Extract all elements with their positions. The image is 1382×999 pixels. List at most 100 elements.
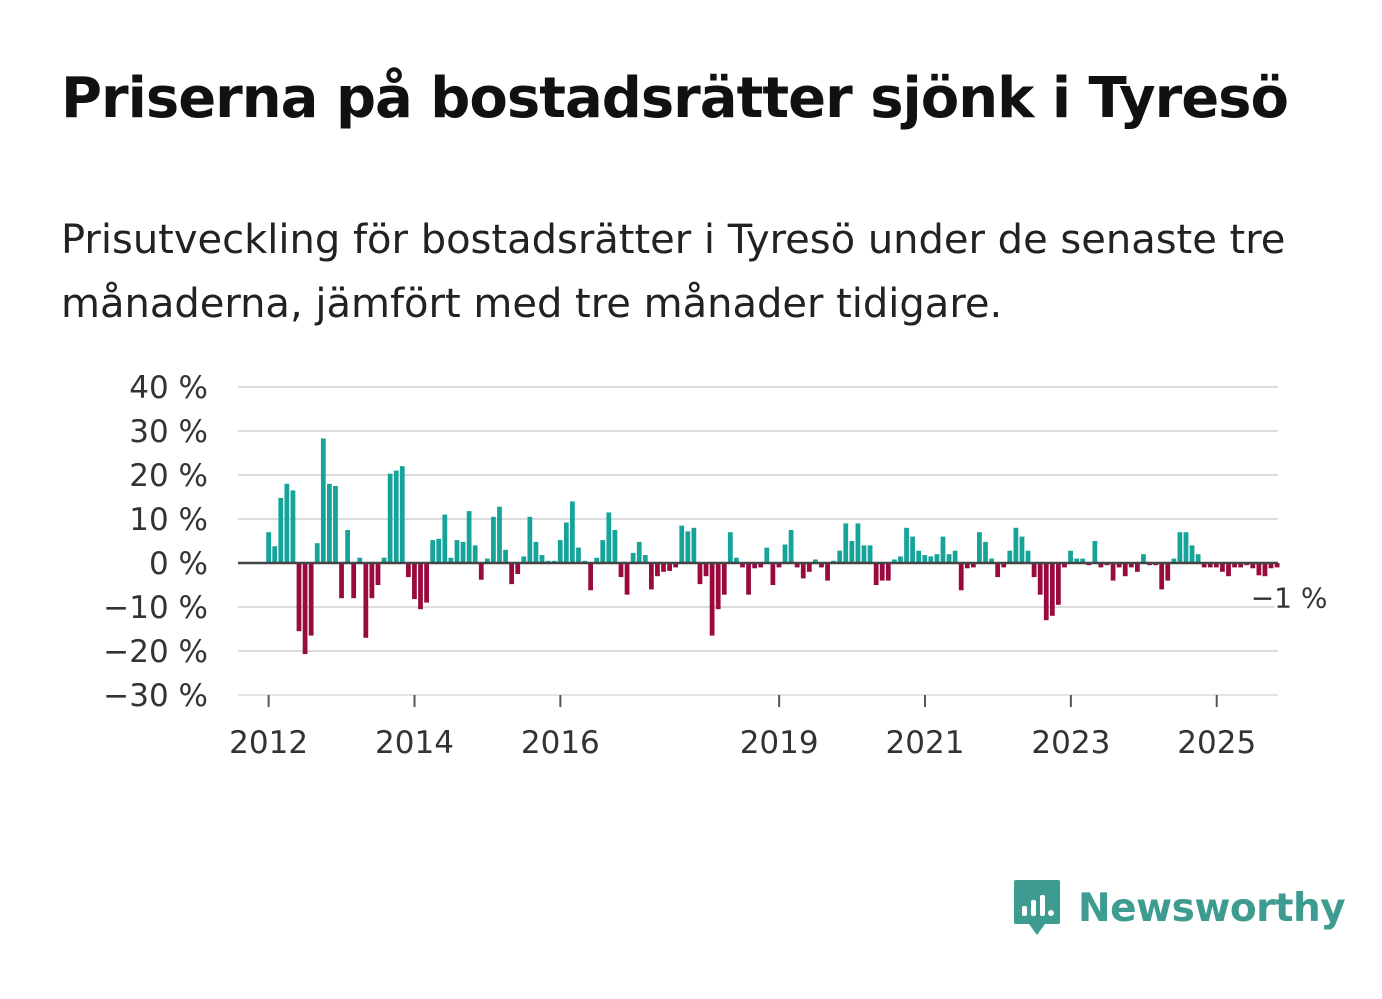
bar bbox=[1250, 563, 1256, 569]
bar bbox=[454, 540, 460, 563]
bar bbox=[1207, 563, 1213, 568]
bar bbox=[624, 563, 630, 595]
y-tick-label: 20 % bbox=[129, 458, 208, 494]
bar bbox=[326, 483, 332, 563]
bar bbox=[484, 558, 490, 563]
newsworthy-logo: Newsworthy bbox=[1012, 878, 1346, 938]
bar bbox=[661, 563, 666, 572]
bar bbox=[1238, 563, 1244, 568]
brand-name: Newsworthy bbox=[1078, 885, 1346, 931]
bar bbox=[922, 555, 928, 563]
bar bbox=[916, 550, 922, 563]
bar bbox=[1056, 563, 1061, 605]
bar bbox=[399, 466, 405, 563]
bar bbox=[776, 563, 782, 568]
bar bbox=[509, 563, 515, 585]
bar bbox=[1122, 563, 1128, 577]
bar bbox=[588, 563, 594, 591]
bar bbox=[861, 545, 867, 563]
bar bbox=[527, 516, 533, 563]
bar bbox=[618, 563, 624, 578]
bar bbox=[1062, 563, 1067, 568]
bar bbox=[369, 563, 375, 599]
bar bbox=[636, 541, 642, 563]
bar bbox=[442, 514, 448, 563]
bar bbox=[491, 516, 496, 563]
bar bbox=[497, 506, 502, 563]
x-tick-label: 2016 bbox=[521, 725, 600, 761]
bar bbox=[333, 486, 338, 563]
bar bbox=[946, 554, 952, 563]
labels: 40 % 30 % 20 % 10 % 0 % −10 % −20 % −30 % 2012 20… bbox=[103, 370, 1330, 761]
bar bbox=[606, 512, 612, 563]
bar bbox=[1268, 563, 1274, 569]
bar bbox=[284, 483, 290, 563]
bar bbox=[746, 563, 751, 595]
bar bbox=[296, 563, 302, 632]
bar bbox=[1098, 563, 1104, 568]
bar bbox=[1274, 563, 1280, 568]
bar bbox=[424, 563, 429, 603]
x-tick-label: 2019 bbox=[740, 725, 819, 761]
bar bbox=[594, 557, 600, 563]
bar bbox=[703, 563, 709, 577]
bar bbox=[837, 550, 843, 563]
bar bbox=[308, 563, 314, 636]
bar bbox=[873, 563, 879, 585]
bar bbox=[940, 536, 946, 563]
bar bbox=[825, 563, 830, 581]
bar bbox=[405, 563, 411, 578]
bar bbox=[1183, 532, 1189, 563]
bar bbox=[387, 473, 393, 563]
y-tick-label: −30 % bbox=[103, 678, 208, 714]
bar bbox=[351, 563, 357, 599]
last-value-annotation: −1 % bbox=[1251, 581, 1328, 614]
bar bbox=[1226, 563, 1231, 577]
bar bbox=[800, 563, 806, 579]
bar bbox=[1171, 558, 1177, 563]
bar bbox=[794, 563, 800, 568]
bar bbox=[770, 563, 776, 585]
y-tick-label: 0 % bbox=[149, 546, 208, 582]
bar bbox=[1049, 563, 1055, 616]
bar bbox=[357, 557, 363, 563]
bar bbox=[630, 552, 636, 563]
bar bbox=[885, 563, 891, 581]
bar bbox=[600, 540, 606, 563]
x-tick-label: 2023 bbox=[1031, 725, 1110, 761]
bar bbox=[734, 557, 739, 563]
bar bbox=[910, 536, 915, 563]
bar bbox=[752, 563, 758, 569]
bar bbox=[503, 549, 508, 563]
bar bbox=[843, 523, 849, 563]
bar bbox=[898, 556, 903, 563]
bar bbox=[995, 563, 1001, 578]
bar bbox=[314, 543, 320, 563]
bar bbox=[557, 540, 563, 563]
bar bbox=[867, 545, 873, 563]
axes bbox=[238, 561, 1278, 707]
x-tick-label: 2021 bbox=[886, 725, 965, 761]
bar bbox=[1256, 563, 1262, 576]
bar bbox=[989, 558, 994, 563]
y-tick-label: −20 % bbox=[103, 634, 208, 670]
bar bbox=[278, 497, 284, 563]
bar bbox=[782, 544, 788, 563]
bar bbox=[715, 563, 721, 610]
bar bbox=[1128, 563, 1134, 568]
bar bbox=[460, 541, 466, 563]
bar bbox=[1213, 563, 1219, 568]
y-tick-label: −10 % bbox=[103, 590, 208, 626]
y-tick-label: 10 % bbox=[129, 502, 208, 538]
bar bbox=[539, 555, 545, 563]
y-tick-label: 40 % bbox=[129, 370, 208, 406]
bar bbox=[1007, 550, 1013, 563]
bar bbox=[740, 563, 745, 568]
bar bbox=[576, 547, 581, 563]
bar bbox=[813, 559, 818, 563]
bar bbox=[1232, 563, 1237, 568]
bar bbox=[983, 541, 988, 563]
bar bbox=[521, 556, 527, 563]
bar bbox=[1043, 563, 1049, 621]
chart-title: Priserna på bostadsrätter sjönk i Tyresö bbox=[61, 66, 1289, 131]
